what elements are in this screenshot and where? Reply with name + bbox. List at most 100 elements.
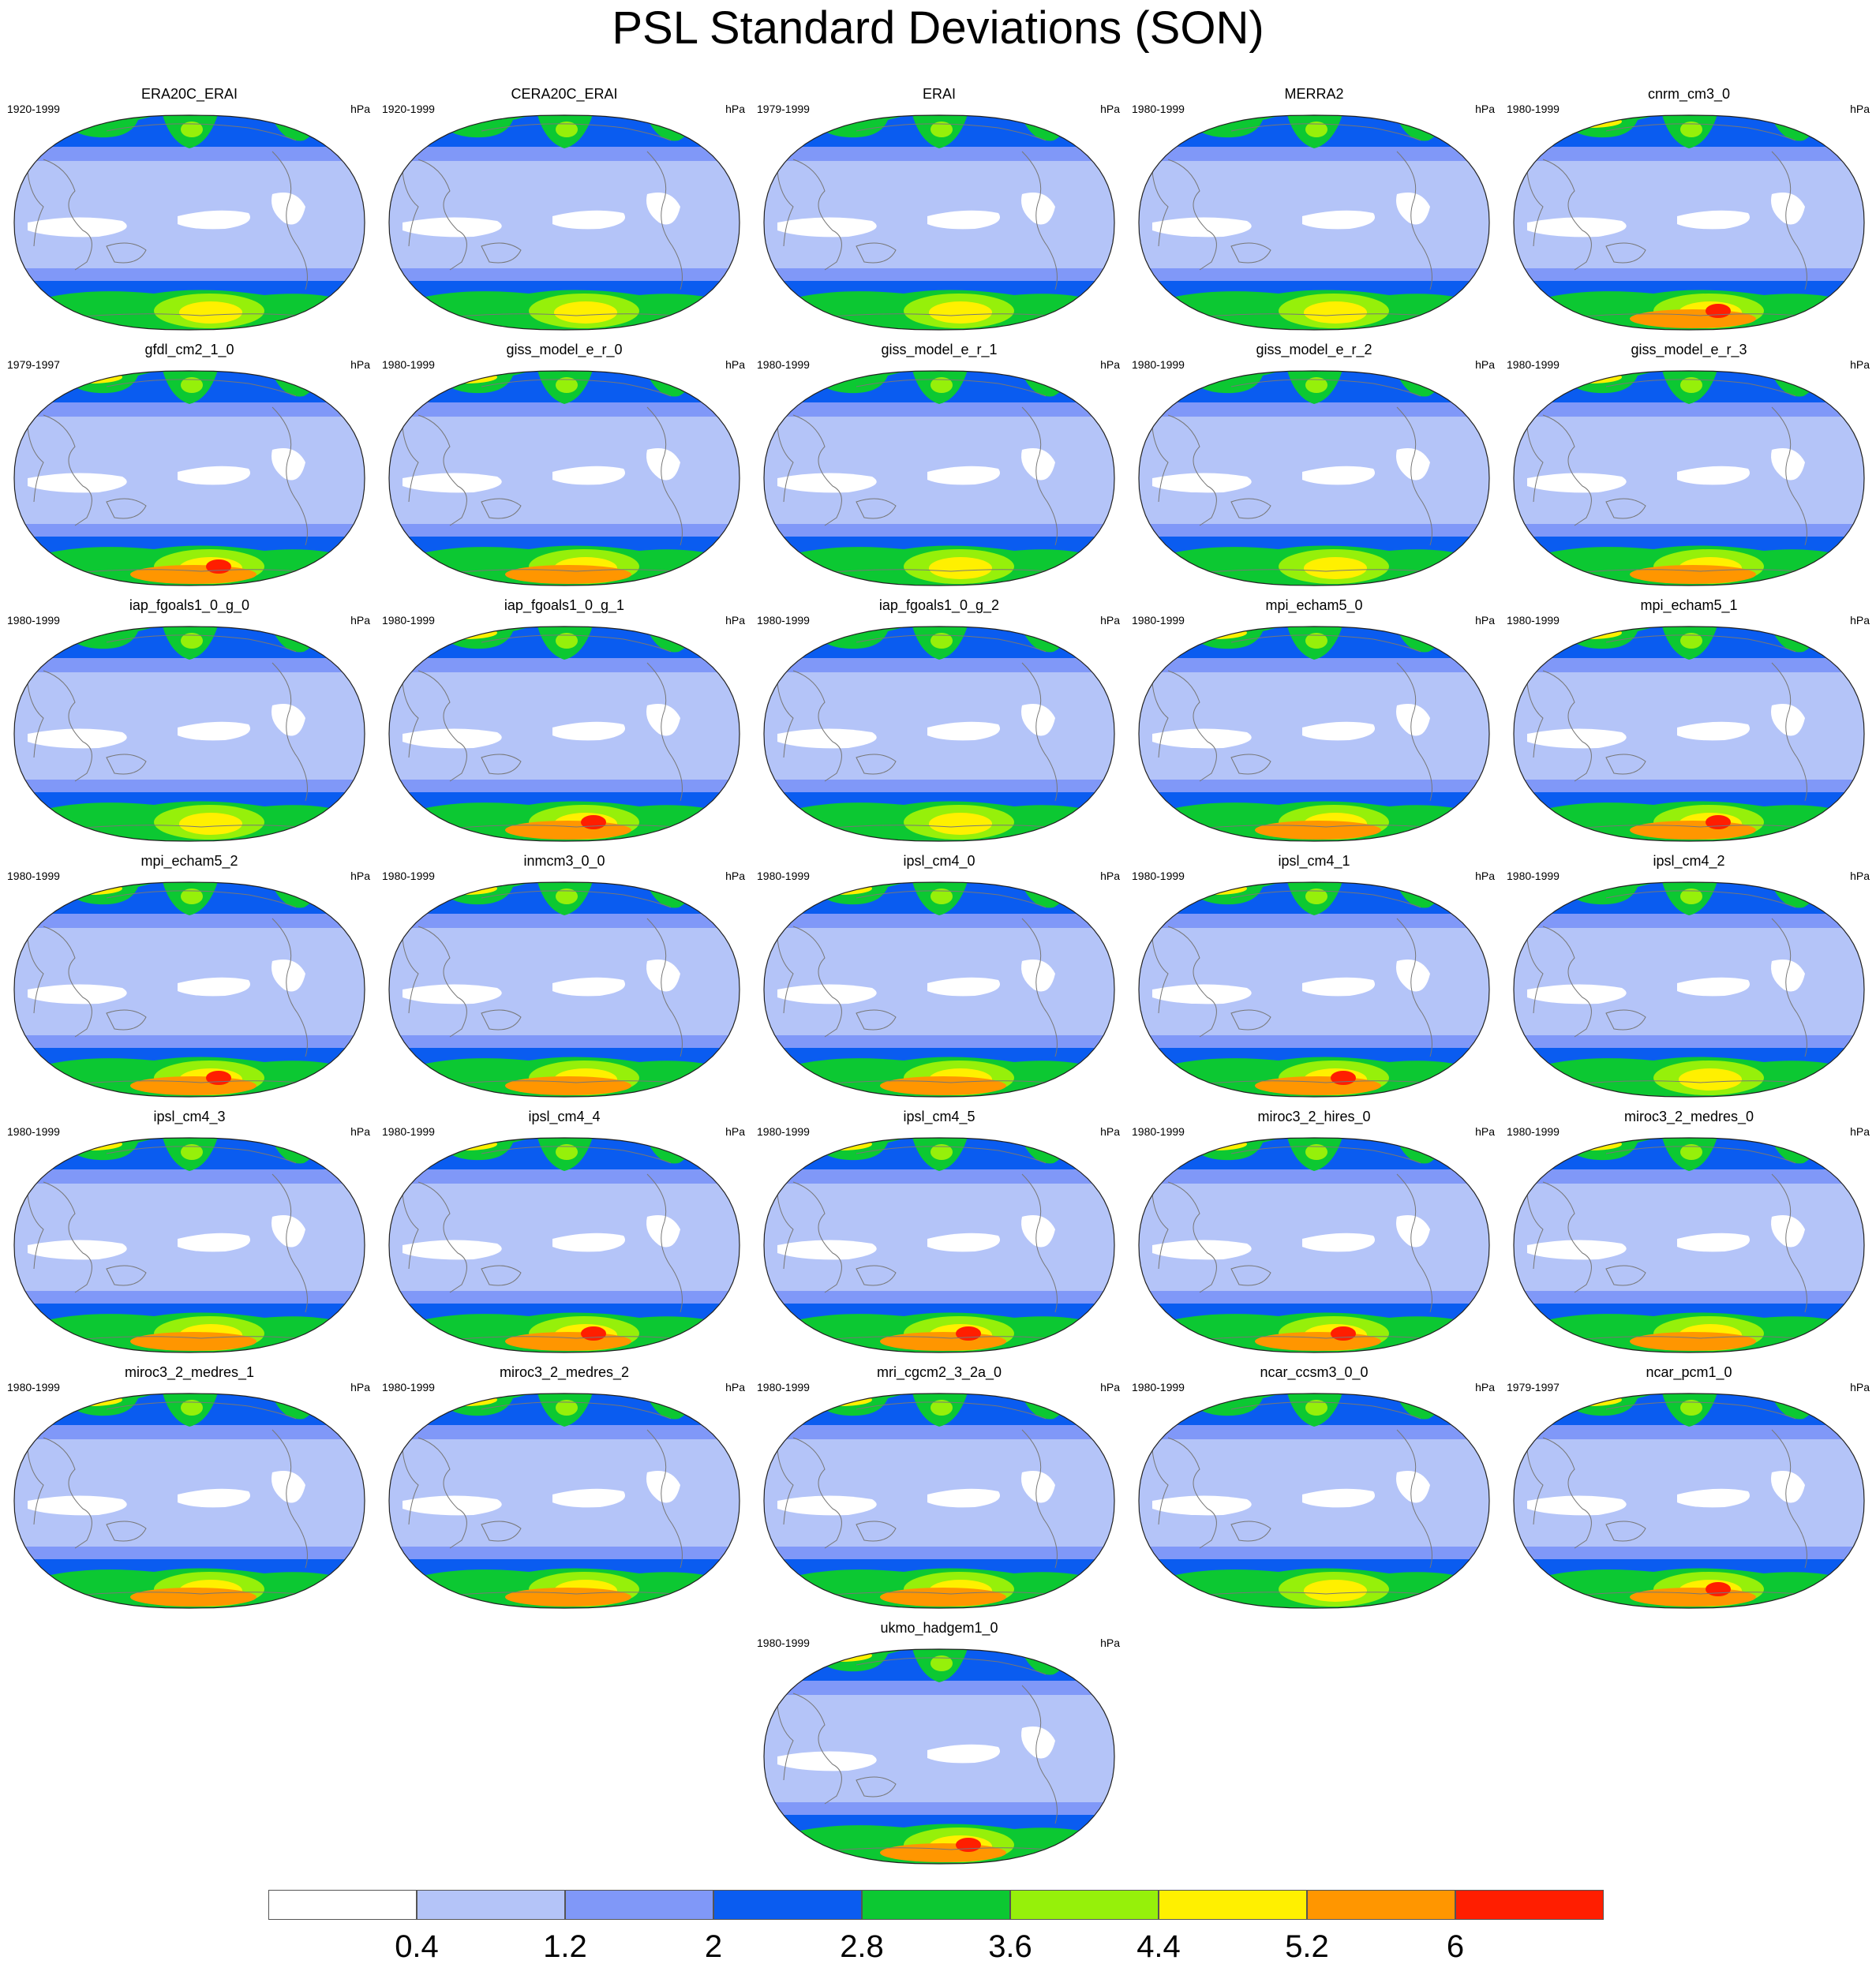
psl-std-map — [1138, 370, 1490, 586]
map-panel: ipsl_cm4_0 1980-1999 hPa — [754, 852, 1125, 1105]
panel-years: 1980-1999 — [1132, 614, 1185, 627]
panel-title: giss_model_e_r_1 — [881, 342, 998, 357]
panel-units: hPa — [1100, 614, 1120, 627]
psl-std-map — [763, 1648, 1115, 1865]
psl-std-map — [388, 1137, 740, 1353]
psl-std-map — [13, 1393, 365, 1609]
psl-std-map — [763, 1393, 1115, 1609]
map-panel: giss_model_e_r_2 1980-1999 hPa — [1129, 341, 1500, 593]
psl-std-map — [388, 626, 740, 842]
panel-title: cnrm_cm3_0 — [1647, 86, 1731, 102]
map-panel: mpi_echam5_1 1980-1999 hPa — [1503, 597, 1874, 849]
psl-std-map — [763, 370, 1115, 586]
map-panel: MERRA2 1980-1999 hPa — [1129, 85, 1500, 338]
panel-units: hPa — [350, 358, 370, 371]
map-panel: iap_fgoals1_0_g_2 1980-1999 hPa — [754, 597, 1125, 849]
panel-units: hPa — [1850, 1125, 1870, 1138]
panel-years: 1980-1999 — [757, 870, 810, 882]
panel-years: 1980-1999 — [7, 870, 60, 882]
psl-std-map — [1513, 881, 1865, 1098]
panel-title: mpi_echam5_2 — [140, 853, 238, 869]
panel-years: 1980-1999 — [757, 614, 810, 627]
panel-years: 1979-1997 — [7, 358, 60, 371]
psl-std-map — [763, 1137, 1115, 1353]
panel-title: giss_model_e_r_0 — [506, 342, 623, 357]
panel-years: 1979-1999 — [757, 103, 810, 115]
panel-years: 1980-1999 — [757, 358, 810, 371]
panel-title: MERRA2 — [1284, 86, 1344, 102]
panel-years: 1980-1999 — [1507, 103, 1560, 115]
panel-title: ipsl_cm4_0 — [903, 853, 975, 869]
colorbar-tick-label: 0.4 — [395, 1929, 439, 1964]
panel-years: 1980-1999 — [1132, 358, 1185, 371]
panel-years: 1980-1999 — [1507, 1125, 1560, 1138]
panel-units: hPa — [1100, 1637, 1120, 1649]
panel-units: hPa — [1850, 870, 1870, 882]
panel-title: ipsl_cm4_5 — [903, 1109, 975, 1124]
colorbar-tick-label: 1.2 — [543, 1929, 587, 1964]
map-panel: mri_cgcm2_3_2a_0 1980-1999 hPa — [754, 1364, 1125, 1616]
panel-units: hPa — [1475, 358, 1495, 371]
panel-title: ipsl_cm4_4 — [528, 1109, 601, 1124]
panel-units: hPa — [350, 103, 370, 115]
psl-std-map — [1138, 1393, 1490, 1609]
panel-units: hPa — [1475, 103, 1495, 115]
page-title: PSL Standard Deviations (SON) — [612, 2, 1264, 54]
panel-units: hPa — [1100, 103, 1120, 115]
colorbar-swatch — [268, 1890, 417, 1920]
colorbar-swatch — [1307, 1890, 1455, 1920]
panel-years: 1980-1999 — [1132, 103, 1185, 115]
map-panel: miroc3_2_medres_2 1980-1999 hPa — [379, 1364, 750, 1616]
panel-title: giss_model_e_r_2 — [1256, 342, 1372, 357]
panel-units: hPa — [1475, 1381, 1495, 1394]
colorbar-swatch — [1010, 1890, 1159, 1920]
panel-title: inmcm3_0_0 — [523, 853, 605, 869]
colorbar-tick-label: 3.6 — [988, 1929, 1032, 1964]
map-panel: ipsl_cm4_5 1980-1999 hPa — [754, 1108, 1125, 1360]
map-panel: gfdl_cm2_1_0 1979-1997 hPa — [4, 341, 375, 593]
map-panel: giss_model_e_r_3 1980-1999 hPa — [1503, 341, 1874, 593]
panel-units: hPa — [350, 1125, 370, 1138]
psl-std-map — [1138, 626, 1490, 842]
panel-units: hPa — [725, 1125, 745, 1138]
panel-years: 1980-1999 — [1507, 614, 1560, 627]
panel-years: 1980-1999 — [1132, 870, 1185, 882]
map-panel: giss_model_e_r_1 1980-1999 hPa — [754, 341, 1125, 593]
psl-std-map — [13, 370, 365, 586]
panel-units: hPa — [725, 1381, 745, 1394]
panel-title: ERA20C_ERAI — [140, 86, 238, 102]
psl-std-map — [388, 1393, 740, 1609]
psl-std-map — [1513, 626, 1865, 842]
panel-title: gfdl_cm2_1_0 — [144, 342, 234, 357]
panel-years: 1980-1999 — [382, 614, 435, 627]
colorbar-tick-label: 6 — [1446, 1929, 1465, 1964]
colorbar-tick-label: 2.8 — [840, 1929, 884, 1964]
psl-std-map — [1513, 114, 1865, 331]
panel-years: 1980-1999 — [1507, 870, 1560, 882]
panel-units: hPa — [1100, 1381, 1120, 1394]
psl-std-map — [1513, 1393, 1865, 1609]
psl-std-map — [1138, 1137, 1490, 1353]
map-panel: inmcm3_0_0 1980-1999 hPa — [379, 852, 750, 1105]
panel-years: 1980-1999 — [382, 1381, 435, 1394]
map-panel: cnrm_cm3_0 1980-1999 hPa — [1503, 85, 1874, 338]
panel-title: mpi_echam5_1 — [1640, 597, 1738, 613]
panel-units: hPa — [1475, 870, 1495, 882]
panel-years: 1980-1999 — [1132, 1125, 1185, 1138]
map-panel: ipsl_cm4_1 1980-1999 hPa — [1129, 852, 1500, 1105]
colorbar-swatch — [862, 1890, 1010, 1920]
panel-units: hPa — [1475, 1125, 1495, 1138]
map-panel: miroc3_2_hires_0 1980-1999 hPa — [1129, 1108, 1500, 1360]
psl-std-map — [13, 626, 365, 842]
map-panel: iap_fgoals1_0_g_0 1980-1999 hPa — [4, 597, 375, 849]
panel-years: 1979-1997 — [1507, 1381, 1560, 1394]
panel-title: miroc3_2_medres_2 — [499, 1364, 630, 1380]
map-panel: CERA20C_ERAI 1920-1999 hPa — [379, 85, 750, 338]
panel-years: 1980-1999 — [382, 1125, 435, 1138]
panel-years: 1980-1999 — [7, 1381, 60, 1394]
panel-units: hPa — [1850, 358, 1870, 371]
map-panel: ipsl_cm4_2 1980-1999 hPa — [1503, 852, 1874, 1105]
map-panel: miroc3_2_medres_1 1980-1999 hPa — [4, 1364, 375, 1616]
map-panel: ERA20C_ERAI 1920-1999 hPa — [4, 85, 375, 338]
panel-years: 1980-1999 — [757, 1637, 810, 1649]
